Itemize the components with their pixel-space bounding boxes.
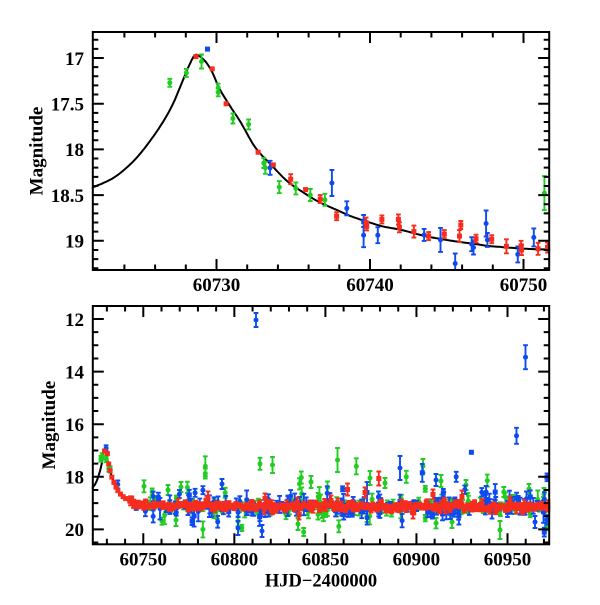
svg-text:60750: 60750: [120, 550, 168, 571]
svg-text:60800: 60800: [211, 550, 259, 571]
svg-text:18.5: 18.5: [51, 186, 84, 207]
svg-text:17.5: 17.5: [51, 95, 84, 116]
svg-text:20: 20: [65, 520, 84, 541]
svg-text:60750: 60750: [500, 275, 548, 296]
svg-text:60730: 60730: [193, 275, 241, 296]
svg-text:60740: 60740: [346, 275, 394, 296]
svg-text:HJD−2400000: HJD−2400000: [265, 572, 377, 592]
svg-text:Magnitude: Magnitude: [27, 107, 48, 196]
svg-text:18: 18: [65, 140, 84, 161]
svg-text:16: 16: [65, 415, 84, 436]
svg-text:14: 14: [65, 362, 85, 383]
svg-text:17: 17: [65, 49, 85, 70]
svg-text:19: 19: [65, 232, 84, 253]
svg-text:60900: 60900: [393, 550, 441, 571]
svg-text:60850: 60850: [302, 550, 350, 571]
svg-text:12: 12: [65, 310, 84, 331]
svg-text:18: 18: [65, 468, 84, 489]
svg-text:Magnitude: Magnitude: [39, 381, 60, 470]
svg-text:60950: 60950: [484, 550, 532, 571]
